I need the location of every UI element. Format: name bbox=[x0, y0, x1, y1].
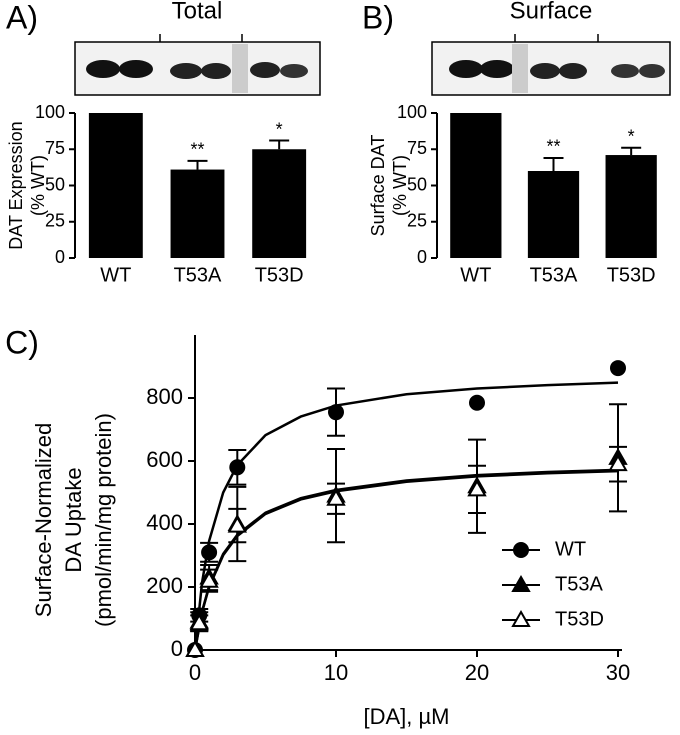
y-tick-label: 75 bbox=[45, 138, 65, 158]
bar bbox=[527, 171, 580, 258]
y-axis-label: DAT Expression bbox=[6, 121, 26, 249]
significance-label: * bbox=[628, 127, 635, 147]
data-point bbox=[185, 639, 205, 657]
data-point bbox=[469, 394, 485, 411]
bar bbox=[170, 169, 225, 258]
panel-label: A) bbox=[6, 0, 38, 35]
y-tick-label: 50 bbox=[407, 174, 427, 194]
blot-total bbox=[74, 34, 321, 96]
bar bbox=[88, 113, 143, 258]
x-tick-label: 20 bbox=[465, 660, 489, 685]
y-tick-label: 25 bbox=[407, 211, 427, 231]
data-point bbox=[227, 515, 248, 533]
y-axis-label: (% WT) bbox=[390, 155, 410, 216]
data-point bbox=[201, 544, 218, 561]
y-axis-label: Surface DAT bbox=[368, 135, 388, 237]
x-tick-label: T53D bbox=[607, 264, 656, 286]
panel-title: Total bbox=[172, 0, 223, 24]
x-tick-label: WT bbox=[460, 264, 491, 286]
legend-label: T53A bbox=[555, 573, 603, 595]
error-bar bbox=[543, 156, 564, 171]
panel-title: Surface bbox=[510, 0, 593, 24]
x-axis-label: [DA], µM bbox=[363, 704, 449, 729]
bar bbox=[450, 113, 502, 258]
significance-label: ** bbox=[546, 137, 560, 157]
y-tick-label: 100 bbox=[397, 102, 427, 122]
x-tick-label: T53A bbox=[530, 264, 578, 286]
y-axis-label: Surface-Normalized bbox=[31, 423, 56, 617]
y-tick-label: 0 bbox=[171, 636, 183, 661]
x-tick-label: 30 bbox=[606, 660, 630, 685]
legend-label: WT bbox=[555, 538, 586, 560]
y-axis-label: (pmol/min/mg protein) bbox=[91, 413, 116, 627]
data-point bbox=[608, 454, 628, 472]
y-tick-label: 25 bbox=[45, 211, 65, 231]
bar bbox=[252, 149, 307, 258]
legend-marker bbox=[511, 609, 531, 627]
y-tick-label: 800 bbox=[146, 384, 183, 409]
data-point bbox=[326, 488, 346, 506]
y-tick-label: 200 bbox=[146, 573, 183, 598]
y-tick-label: 0 bbox=[55, 247, 65, 267]
data-point bbox=[229, 459, 246, 476]
legend-marker bbox=[511, 574, 531, 592]
error-bar bbox=[621, 146, 642, 156]
x-tick-label: T53A bbox=[174, 264, 222, 286]
y-tick-label: 100 bbox=[35, 102, 65, 122]
x-tick-label: T53D bbox=[255, 264, 304, 286]
data-point bbox=[467, 479, 487, 497]
y-tick-label: 400 bbox=[146, 510, 183, 535]
y-tick-label: 0 bbox=[417, 247, 427, 267]
x-tick-label: 0 bbox=[189, 660, 201, 685]
y-tick-label: 75 bbox=[407, 138, 427, 158]
error-bar bbox=[187, 159, 208, 170]
data-point bbox=[199, 570, 219, 588]
x-tick-label: 10 bbox=[324, 660, 348, 685]
y-tick-label: 600 bbox=[146, 447, 183, 472]
y-tick-label: 50 bbox=[45, 174, 65, 194]
blot-surface bbox=[431, 34, 671, 96]
data-point bbox=[328, 404, 344, 421]
x-tick-label: WT bbox=[100, 264, 131, 286]
panel-label: C) bbox=[5, 324, 39, 360]
data-point bbox=[610, 360, 626, 377]
legend-label: T53D bbox=[555, 608, 604, 630]
panel-label: B) bbox=[362, 0, 394, 35]
significance-label: * bbox=[276, 119, 283, 139]
bar bbox=[605, 155, 657, 258]
significance-label: ** bbox=[190, 140, 204, 160]
y-axis-label: (% WT) bbox=[28, 155, 48, 216]
data-point bbox=[189, 613, 209, 631]
error-bar bbox=[269, 139, 290, 150]
legend-marker bbox=[513, 542, 529, 558]
y-axis-label: DA Uptake bbox=[61, 467, 86, 572]
